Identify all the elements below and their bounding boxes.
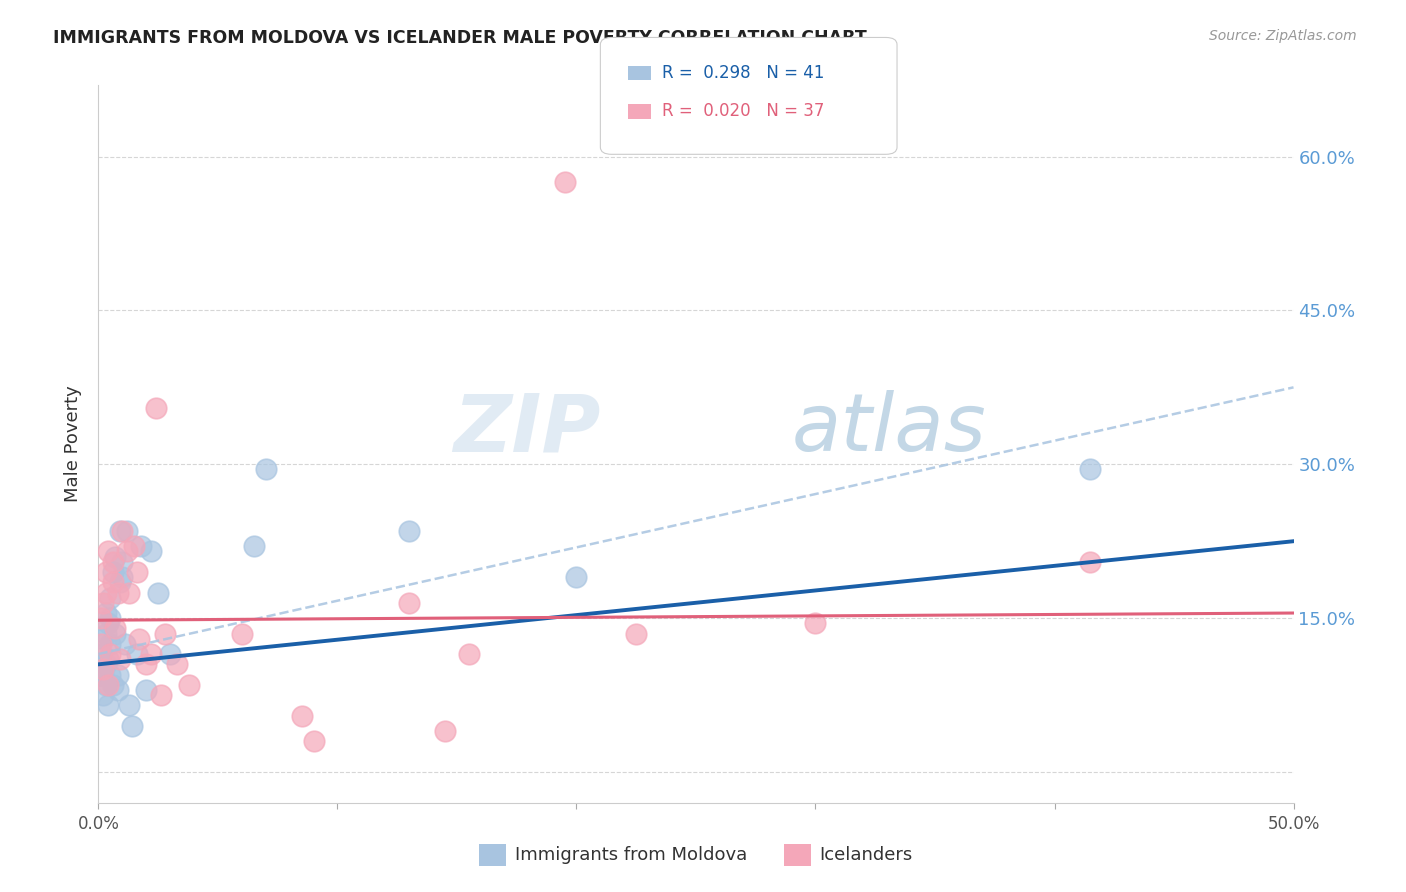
Point [107, 585, 129, 599]
Text: R =  0.020   N = 37: R = 0.020 N = 37 [662, 103, 824, 120]
Legend: Immigrants from Moldova, Icelanders: Immigrants from Moldova, Icelanders [472, 837, 920, 872]
Point [135, 683, 157, 698]
Point [131, 539, 153, 553]
Point [97, 616, 120, 631]
Point [254, 462, 277, 476]
Point [1080, 555, 1102, 569]
Point [139, 647, 162, 661]
Point [179, 678, 201, 692]
Point [111, 524, 134, 538]
Text: ZIP: ZIP [453, 391, 600, 468]
Point [90, 611, 112, 625]
Point [114, 637, 136, 651]
Point [302, 734, 325, 748]
Text: R =  0.298   N = 41: R = 0.298 N = 41 [662, 64, 824, 82]
Point [626, 626, 648, 640]
Point [124, 539, 146, 553]
Point [97, 544, 120, 558]
Point [94, 606, 117, 620]
Point [458, 647, 481, 661]
Point [118, 698, 141, 713]
Point [121, 719, 143, 733]
Point [107, 683, 129, 698]
Y-axis label: Male Poverty: Male Poverty [65, 385, 83, 502]
Point [94, 678, 117, 692]
Point [91, 662, 114, 677]
Point [111, 555, 134, 569]
Text: atlas: atlas [792, 391, 987, 468]
Point [101, 555, 124, 569]
Point [1080, 462, 1102, 476]
Point [231, 626, 253, 640]
Point [101, 678, 124, 692]
Point [94, 626, 117, 640]
Point [804, 616, 827, 631]
Point [111, 570, 134, 584]
Point [125, 647, 148, 661]
Point [104, 626, 127, 640]
Point [97, 652, 120, 666]
Point [118, 585, 141, 599]
Point [101, 575, 124, 590]
Point [94, 585, 117, 599]
Point [145, 401, 167, 415]
Point [108, 524, 131, 538]
Point [291, 708, 314, 723]
Point [98, 667, 122, 681]
Point [91, 632, 114, 646]
Point [97, 698, 120, 713]
Text: Source: ZipAtlas.com: Source: ZipAtlas.com [1209, 29, 1357, 43]
Point [398, 596, 420, 610]
Point [166, 657, 188, 672]
Point [115, 524, 138, 538]
Point [90, 667, 112, 681]
Point [108, 652, 131, 666]
Point [139, 544, 162, 558]
Point [149, 688, 172, 702]
Point [107, 667, 129, 681]
Point [97, 678, 120, 692]
Point [101, 565, 124, 579]
Point [98, 591, 122, 605]
Point [128, 632, 150, 646]
Point [554, 175, 576, 189]
Point [243, 539, 266, 553]
Point [148, 585, 170, 599]
Point [155, 626, 177, 640]
Point [94, 657, 117, 672]
Point [90, 637, 112, 651]
Point [135, 657, 157, 672]
Point [94, 565, 117, 579]
Text: IMMIGRANTS FROM MOLDOVA VS ICELANDER MALE POVERTY CORRELATION CHART: IMMIGRANTS FROM MOLDOVA VS ICELANDER MAL… [53, 29, 868, 46]
Point [91, 688, 114, 702]
Point [98, 611, 122, 625]
Point [91, 667, 114, 681]
Point [90, 647, 112, 661]
Point [98, 637, 122, 651]
Point [565, 570, 588, 584]
Point [108, 575, 131, 590]
Point [115, 544, 138, 558]
Point [159, 647, 181, 661]
Point [125, 565, 148, 579]
Point [434, 724, 457, 739]
Point [104, 549, 127, 564]
Point [98, 647, 122, 661]
Point [104, 622, 127, 636]
Point [91, 596, 114, 610]
Point [398, 524, 420, 538]
